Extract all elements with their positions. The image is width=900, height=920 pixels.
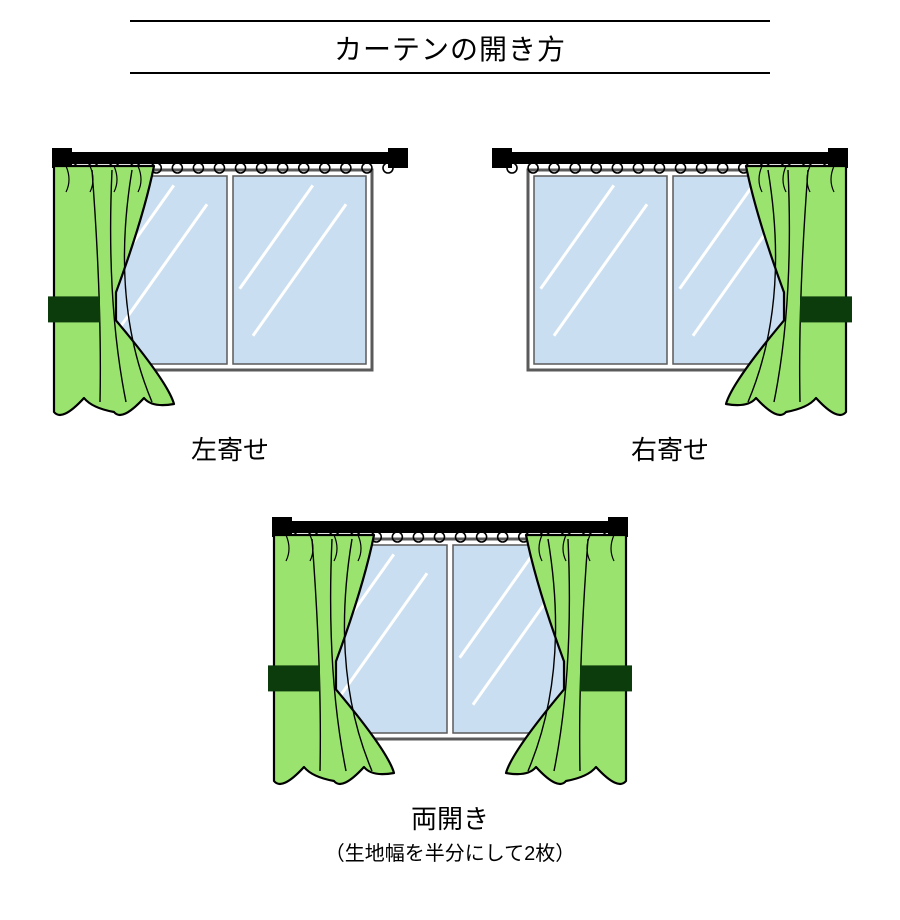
caption-right: 右寄せ xyxy=(631,434,709,467)
title-block: カーテンの開き方 xyxy=(130,20,770,74)
diagram-both xyxy=(250,499,650,789)
diagram-right xyxy=(470,130,870,420)
row-2: 両開き （生地幅を半分にして2枚） xyxy=(0,499,900,867)
panel-left: 左寄せ xyxy=(30,130,430,467)
page-title: カーテンの開き方 xyxy=(130,22,770,72)
title-rule-bottom xyxy=(130,72,770,74)
caption-both: 両開き xyxy=(411,803,489,836)
panel-both: 両開き （生地幅を半分にして2枚） xyxy=(250,499,650,867)
panel-right: 右寄せ xyxy=(470,130,870,467)
diagram-left xyxy=(30,130,430,420)
subcaption-both: （生地幅を半分にして2枚） xyxy=(325,837,576,866)
caption-left: 左寄せ xyxy=(191,434,269,467)
row-1: 左寄せ 右寄せ xyxy=(0,130,900,467)
